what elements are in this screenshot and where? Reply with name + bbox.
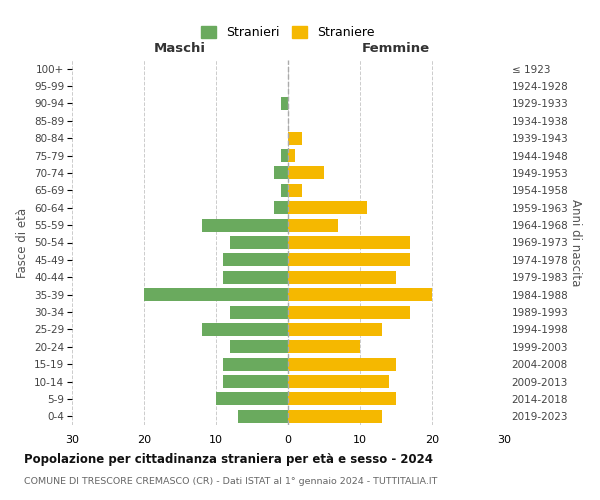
Y-axis label: Anni di nascita: Anni di nascita	[569, 199, 582, 286]
Bar	[223, 270, 288, 284]
Bar	[144, 288, 288, 301]
Bar	[288, 254, 410, 266]
Bar	[281, 184, 288, 197]
Bar	[288, 340, 360, 353]
Bar	[216, 392, 288, 406]
Bar	[288, 184, 302, 197]
Bar	[288, 288, 432, 301]
Bar	[230, 236, 288, 249]
Bar	[288, 166, 324, 179]
Bar	[288, 323, 382, 336]
Bar	[281, 97, 288, 110]
Bar	[288, 132, 302, 144]
Bar	[288, 375, 389, 388]
Bar	[274, 166, 288, 179]
Bar	[288, 306, 410, 318]
Bar	[288, 201, 367, 214]
Bar	[202, 323, 288, 336]
Text: COMUNE DI TRESCORE CREMASCO (CR) - Dati ISTAT al 1° gennaio 2024 - TUTTITALIA.IT: COMUNE DI TRESCORE CREMASCO (CR) - Dati …	[24, 478, 437, 486]
Bar	[230, 306, 288, 318]
Bar	[281, 149, 288, 162]
Bar	[230, 340, 288, 353]
Bar	[288, 236, 410, 249]
Y-axis label: Fasce di età: Fasce di età	[16, 208, 29, 278]
Bar	[223, 375, 288, 388]
Text: Femmine: Femmine	[362, 42, 430, 55]
Bar	[202, 218, 288, 232]
Bar	[223, 358, 288, 370]
Text: Popolazione per cittadinanza straniera per età e sesso - 2024: Popolazione per cittadinanza straniera p…	[24, 452, 433, 466]
Bar	[288, 410, 382, 423]
Bar	[288, 149, 295, 162]
Bar	[223, 254, 288, 266]
Text: Maschi: Maschi	[154, 42, 206, 55]
Bar	[288, 358, 396, 370]
Bar	[288, 392, 396, 406]
Bar	[288, 270, 396, 284]
Legend: Stranieri, Straniere: Stranieri, Straniere	[197, 22, 379, 43]
Bar	[274, 201, 288, 214]
Bar	[238, 410, 288, 423]
Bar	[288, 218, 338, 232]
